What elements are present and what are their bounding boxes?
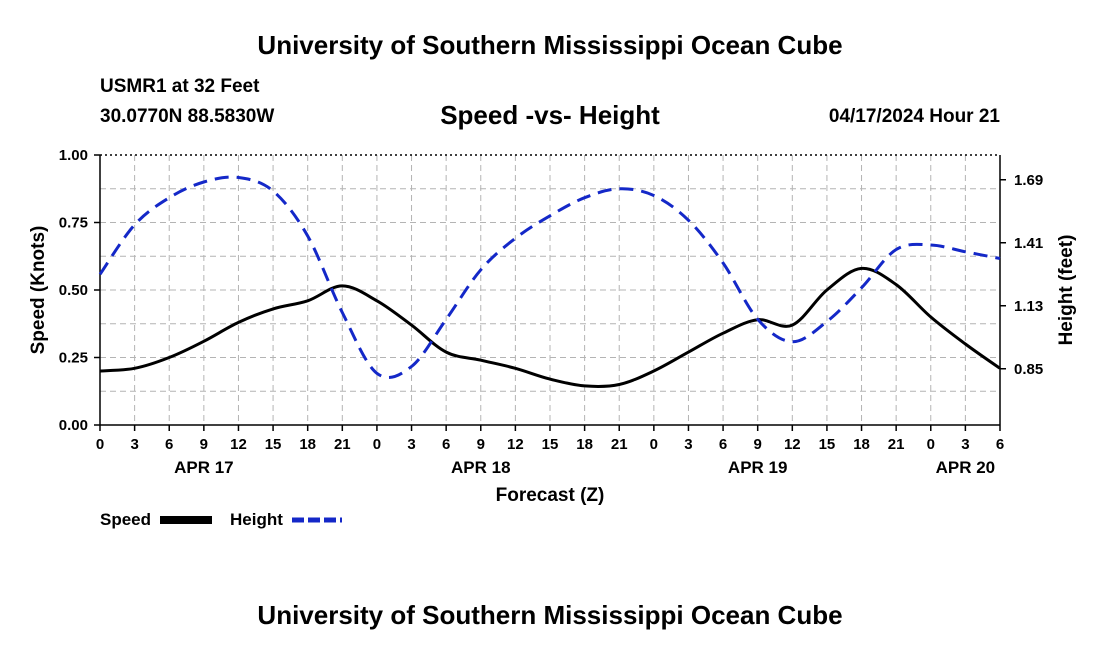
legend-height-label: Height <box>230 510 283 529</box>
left-tick-label: 0.25 <box>59 350 88 367</box>
footer-title: University of Southern Mississippi Ocean… <box>257 600 843 630</box>
x-tick-label: 3 <box>961 436 969 453</box>
x-tick-label: 15 <box>819 436 836 453</box>
x-tick-label: 12 <box>507 436 524 453</box>
series-line-speed <box>99 266 1001 389</box>
x-tick-label: 21 <box>334 436 351 453</box>
right-tick-label: 1.13 <box>1014 298 1043 315</box>
date-label: APR 20 <box>936 458 996 477</box>
x-tick-label: 15 <box>542 436 559 453</box>
x-tick-label: 0 <box>96 436 104 453</box>
x-tick-label: 21 <box>611 436 628 453</box>
labels: 0 3 6 9 12 15 18 21 0 3 6 9 12 15 18 21 0 3 6 9 12 15 18 21 0 3 6A… <box>28 147 1077 529</box>
x-tick-label: 12 <box>230 436 247 453</box>
series-line-height <box>98 175 1001 379</box>
x-tick-label: 15 <box>265 436 282 453</box>
left-tick-label: 0.75 <box>59 215 88 232</box>
series <box>98 175 1001 389</box>
left-tick-label: 0.00 <box>59 417 88 434</box>
right-tick-label: 1.69 <box>1014 172 1043 189</box>
coords-label: 30.0770N 88.5830W <box>100 106 275 127</box>
x-tick-label: 9 <box>200 436 208 453</box>
station-label: USMR1 at 32 Feet <box>100 76 260 97</box>
right-axis-title: Height (feet) <box>1056 235 1077 346</box>
x-tick-label: 9 <box>477 436 485 453</box>
right-tick-label: 1.41 <box>1014 235 1043 252</box>
datetime-label: 04/17/2024 Hour 21 <box>828 106 1000 127</box>
chart-title: Speed -vs- Height <box>440 100 660 130</box>
x-tick-label: 0 <box>650 436 658 453</box>
left-axis-title: Speed (Knots) <box>28 226 49 355</box>
left-tick-label: 1.00 <box>59 147 88 164</box>
date-label: APR 17 <box>174 458 234 477</box>
main-title: University of Southern Mississippi Ocean… <box>257 30 843 60</box>
date-label: APR 18 <box>451 458 511 477</box>
x-tick-label: 6 <box>165 436 173 453</box>
x-tick-label: 6 <box>996 436 1004 453</box>
x-tick-label: 18 <box>576 436 593 453</box>
x-tick-label: 6 <box>719 436 727 453</box>
x-tick-label: 18 <box>299 436 316 453</box>
x-tick-label: 21 <box>888 436 905 453</box>
grid <box>100 154 1000 425</box>
right-tick-label: 0.85 <box>1014 361 1043 378</box>
x-tick-label: 9 <box>754 436 762 453</box>
x-tick-label: 3 <box>130 436 138 453</box>
x-tick-label: 3 <box>684 436 692 453</box>
left-tick-label: 0.50 <box>59 282 88 299</box>
axes <box>94 154 1006 431</box>
x-tick-label: 18 <box>853 436 870 453</box>
x-tick-label: 0 <box>927 436 935 453</box>
date-label: APR 19 <box>728 458 788 477</box>
x-axis-title: Forecast (Z) <box>496 485 605 506</box>
legend-speed-label: Speed <box>100 510 151 529</box>
x-tick-label: 6 <box>442 436 450 453</box>
x-tick-label: 3 <box>407 436 415 453</box>
x-tick-label: 0 <box>373 436 381 453</box>
x-tick-label: 12 <box>784 436 801 453</box>
